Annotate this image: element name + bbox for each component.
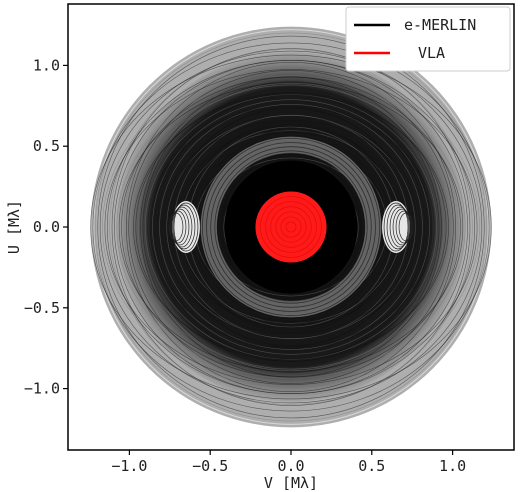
- emerlin-uv-track: [97, 35, 485, 419]
- side-lobe-track: [392, 208, 412, 246]
- vla-uv-track: [285, 221, 297, 233]
- x-tick-label: −0.5: [192, 457, 228, 475]
- emerlin-uv-track: [116, 75, 466, 379]
- emerlin-uv-track: [130, 84, 452, 370]
- x-tick-label: 1.0: [439, 457, 466, 475]
- emerlin-uv-track: [147, 105, 435, 349]
- side-lobe-track: [383, 202, 409, 252]
- emerlin-side-lobe-left: [168, 201, 200, 253]
- side-lobe-track: [395, 210, 413, 244]
- vla-uv-track: [260, 196, 322, 258]
- emerlin-uv-track: [109, 49, 473, 405]
- emerlin-uv-track: [156, 93, 426, 361]
- vla-uv-track: [275, 211, 307, 243]
- vla-uv-track: [265, 201, 317, 253]
- emerlin-uv-track: [216, 152, 366, 302]
- x-tick-label: −1.0: [111, 457, 147, 475]
- side-lobe-track: [168, 212, 184, 242]
- emerlin-inner-ring: [200, 136, 382, 318]
- emerlin-uv-track: [135, 92, 447, 362]
- side-lobe-track: [389, 206, 411, 248]
- emerlin-inner-ring-track: [210, 146, 372, 308]
- side-lobe-track: [386, 204, 410, 250]
- legend: e-MERLIN VLA: [345, 6, 511, 72]
- emerlin-uv-track: [128, 70, 454, 384]
- emerlin-uv-track: [118, 82, 464, 372]
- emerlin-uv-track: [92, 42, 490, 412]
- x-tick-label: 0.5: [358, 457, 385, 475]
- x-axis-label: V [Mλ]: [264, 474, 318, 492]
- emerlin-side-lobe-right: [382, 201, 414, 253]
- emerlin-uv-track: [111, 48, 471, 406]
- emerlin-uv-track: [133, 94, 449, 360]
- emerlin-uv-track: [166, 115, 416, 339]
- vla-uv-track: [270, 206, 312, 248]
- emerlin-inner-ring-track: [222, 158, 360, 296]
- legend-label-emerlin: e-MERLIN: [404, 16, 476, 34]
- emerlin-uv-track: [149, 106, 433, 348]
- y-tick-label: 0.5: [33, 137, 60, 155]
- x-axis-ticks: −1.0 −0.5 0.0 0.5 1.0: [111, 450, 466, 475]
- emerlin-inner-ring-track: [206, 142, 376, 312]
- emerlin-uv-track: [152, 99, 430, 355]
- side-lobe-track: [172, 204, 196, 250]
- emerlin-uv-track: [125, 61, 457, 393]
- emerlin-uv-track: [121, 76, 461, 378]
- side-lobe-track: [398, 212, 414, 242]
- side-lobe-track: [171, 206, 193, 248]
- legend-label-vla: VLA: [418, 44, 445, 62]
- emerlin-uv-track: [99, 50, 483, 404]
- emerlin-uv-track: [159, 104, 423, 350]
- emerlin-outer-edge: [93, 29, 489, 425]
- y-axis-ticks: −1.0 −0.5 0.0 0.5 1.0: [24, 56, 68, 398]
- emerlin-uv-track: [95, 32, 487, 422]
- x-tick-label: 0.0: [277, 457, 304, 475]
- emerlin-uv-track: [161, 115, 421, 339]
- emerlin-inner-ring-track: [201, 137, 381, 317]
- emerlin-inner-ring-track: [218, 154, 364, 300]
- emerlin-uv-track: [104, 69, 478, 385]
- side-lobe-track: [169, 210, 187, 244]
- emerlin-uv-track: [90, 54, 492, 400]
- emerlin-uv-track: [142, 81, 440, 373]
- side-lobe-track: [170, 208, 190, 246]
- y-axis-label: U [Mλ]: [5, 200, 23, 254]
- y-tick-label: 0.0: [33, 218, 60, 236]
- y-tick-label: −1.0: [24, 380, 60, 398]
- emerlin-inner-ring-track: [214, 150, 368, 304]
- emerlin-uv-track: [102, 65, 480, 389]
- emerlin-uv-track: [164, 119, 418, 335]
- data-layer: [90, 26, 492, 428]
- y-tick-label: −0.5: [24, 299, 60, 317]
- vla-disk: [255, 191, 327, 263]
- emerlin-uv-track: [137, 82, 445, 372]
- y-tick-label: 1.0: [33, 56, 60, 74]
- emerlin-uv-track: [171, 107, 411, 347]
- vla-uv-track: [280, 216, 302, 238]
- legend-box: [345, 6, 511, 72]
- emerlin-uv-track: [106, 60, 476, 394]
- side-lobe-track: [173, 202, 199, 252]
